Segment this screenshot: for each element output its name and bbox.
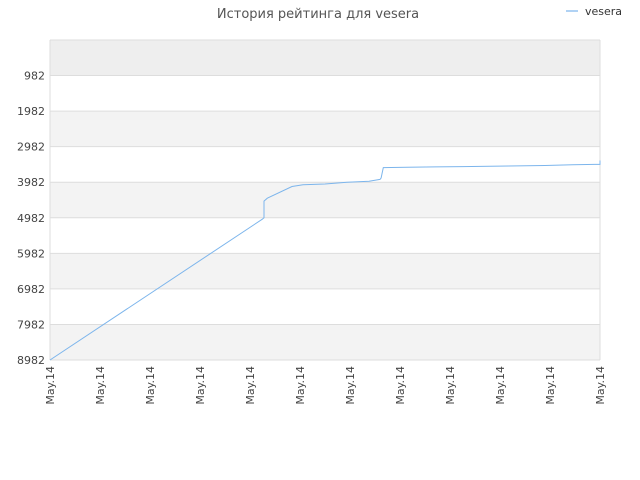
x-axis-labels: May.14 May.14 May.14 May.14 May.14 May.14 May.… [44, 366, 607, 405]
x-tick-label: May.14 [594, 366, 607, 405]
x-tick-label: May.14 [344, 366, 357, 405]
plot-band [50, 324, 600, 360]
y-tick-label: 5982 [17, 247, 45, 260]
plot-band [50, 182, 600, 218]
y-tick-label: 8982 [17, 354, 45, 367]
y-axis-labels: 982 1982 2982 3982 4982 5982 6982 7982 8982 [17, 70, 45, 367]
x-tick-label: May.14 [494, 366, 507, 405]
legend[interactable]: vesera [566, 5, 622, 18]
y-tick-label: 3982 [17, 176, 45, 189]
plot-band [50, 40, 600, 76]
x-tick-label: May.14 [394, 366, 407, 405]
x-tick-label: May.14 [294, 366, 307, 405]
series-line-vesera[interactable] [49, 160, 601, 361]
plot-band [50, 288, 600, 325]
y-tick-label: 2982 [17, 141, 45, 154]
x-tick-label: May.14 [194, 366, 207, 405]
y-tick-label: 982 [24, 70, 45, 83]
plot-band [50, 111, 600, 147]
x-tick-label: May.14 [44, 366, 57, 405]
plot-band [50, 253, 600, 289]
y-tick-label: 6982 [17, 283, 45, 296]
plot-band [50, 217, 600, 254]
y-tick-label: 7982 [17, 318, 45, 331]
plot-band [50, 146, 600, 183]
plot-band [50, 75, 600, 112]
x-tick-label: May.14 [244, 366, 257, 405]
chart-title: История рейтинга для vesera [217, 7, 419, 22]
x-tick-label: May.14 [544, 366, 557, 405]
plot-bands [50, 40, 600, 360]
gridlines [49, 39, 601, 361]
series-layer [49, 160, 601, 361]
y-tick-label: 4982 [17, 212, 45, 225]
x-tick-label: May.14 [144, 366, 157, 405]
x-tick-label: May.14 [444, 366, 457, 405]
x-tick-label: May.14 [94, 366, 107, 405]
legend-label-vesera[interactable]: vesera [585, 5, 622, 18]
y-tick-label: 1982 [17, 105, 45, 118]
